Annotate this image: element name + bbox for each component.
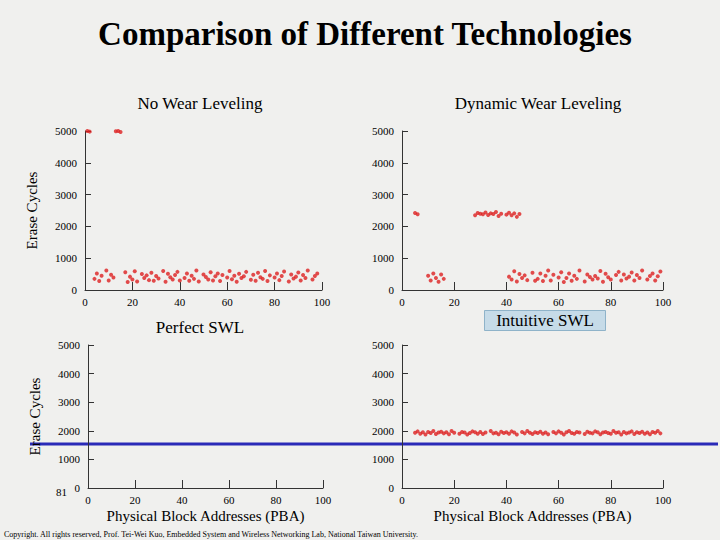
svg-text:20: 20 <box>127 296 139 308</box>
svg-text:60: 60 <box>553 296 565 308</box>
svg-text:0: 0 <box>389 482 395 494</box>
svg-text:100: 100 <box>315 494 332 506</box>
svg-text:2000: 2000 <box>58 425 81 437</box>
svg-text:20: 20 <box>449 296 461 308</box>
svg-text:Comparison of Different Techno: Comparison of Different Technologies <box>98 16 632 52</box>
svg-text:2000: 2000 <box>372 220 395 232</box>
svg-text:4000: 4000 <box>372 368 395 380</box>
svg-text:Dynamic Wear Leveling: Dynamic Wear Leveling <box>455 94 622 113</box>
svg-text:2000: 2000 <box>372 425 395 437</box>
svg-text:0: 0 <box>75 482 81 494</box>
svg-text:5000: 5000 <box>372 339 395 351</box>
svg-text:0: 0 <box>85 494 91 506</box>
svg-text:No Wear Leveling: No Wear Leveling <box>138 94 263 113</box>
svg-text:80: 80 <box>269 296 281 308</box>
svg-text:40: 40 <box>501 296 513 308</box>
svg-text:Physical Block Addresses (PBA): Physical Block Addresses (PBA) <box>107 508 305 525</box>
svg-text:4000: 4000 <box>58 368 81 380</box>
svg-text:Intuitive SWL: Intuitive SWL <box>496 311 594 330</box>
svg-text:40: 40 <box>177 494 189 506</box>
svg-text:60: 60 <box>553 494 565 506</box>
svg-text:1000: 1000 <box>55 252 78 264</box>
svg-text:80: 80 <box>271 494 283 506</box>
svg-text:60: 60 <box>224 494 236 506</box>
svg-text:0: 0 <box>72 284 78 296</box>
svg-text:0: 0 <box>399 296 405 308</box>
svg-text:4000: 4000 <box>372 157 395 169</box>
svg-text:40: 40 <box>501 494 513 506</box>
svg-text:5000: 5000 <box>55 125 78 137</box>
svg-text:0: 0 <box>389 284 395 296</box>
svg-text:60: 60 <box>222 296 234 308</box>
svg-text:40: 40 <box>174 296 186 308</box>
svg-text:2000: 2000 <box>55 220 78 232</box>
svg-text:3000: 3000 <box>372 396 395 408</box>
svg-text:3000: 3000 <box>58 396 81 408</box>
svg-text:Copyright. All rights reserved: Copyright. All rights reserved, Prof. Te… <box>4 530 418 539</box>
svg-text:1000: 1000 <box>372 252 395 264</box>
svg-text:81: 81 <box>56 486 67 498</box>
svg-text:3000: 3000 <box>55 189 78 201</box>
svg-text:1000: 1000 <box>372 453 395 465</box>
svg-text:5000: 5000 <box>372 125 395 137</box>
svg-text:3000: 3000 <box>372 189 395 201</box>
svg-text:100: 100 <box>314 296 331 308</box>
svg-text:1000: 1000 <box>58 453 81 465</box>
svg-text:0: 0 <box>399 494 405 506</box>
svg-text:20: 20 <box>130 494 142 506</box>
svg-text:80: 80 <box>605 494 617 506</box>
svg-text:Physical Block Addresses (PBA): Physical Block Addresses (PBA) <box>434 508 632 525</box>
svg-text:100: 100 <box>655 296 672 308</box>
svg-text:Erase Cycles: Erase Cycles <box>24 171 40 249</box>
svg-text:Perfect SWL: Perfect SWL <box>156 318 244 337</box>
svg-text:4000: 4000 <box>55 157 78 169</box>
svg-text:Erase Cycles: Erase Cycles <box>27 377 43 455</box>
svg-text:80: 80 <box>605 296 617 308</box>
svg-text:0: 0 <box>82 296 88 308</box>
svg-text:20: 20 <box>449 494 461 506</box>
svg-text:5000: 5000 <box>58 339 81 351</box>
svg-text:100: 100 <box>655 494 672 506</box>
